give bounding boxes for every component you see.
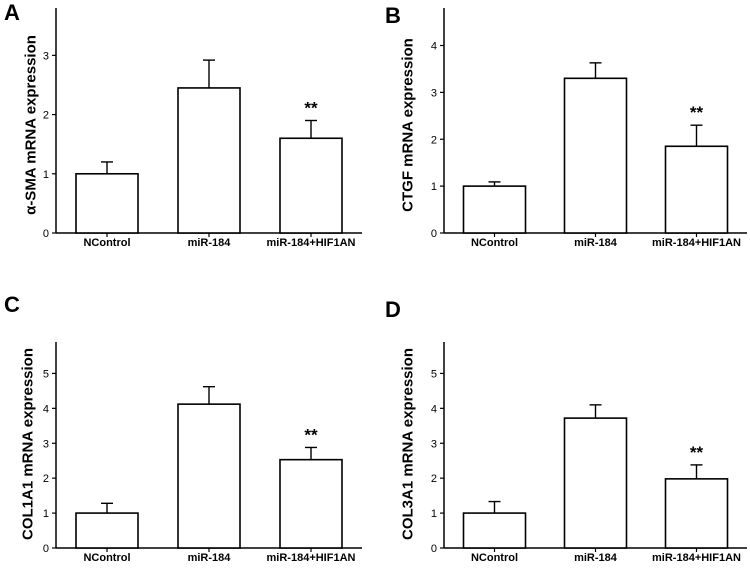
x-tick-label: NControl: [471, 237, 518, 249]
significance-annotation: **: [304, 99, 318, 118]
bar: [279, 137, 343, 234]
y-tick-label: 4: [431, 41, 437, 53]
y-tick-label: 3: [431, 87, 437, 99]
bar: [462, 185, 527, 234]
panel-letter-b: B: [385, 3, 401, 28]
y-tick-label: 1: [431, 508, 437, 520]
chart-a: 0 1 2 3 NControl miR-184 ** miR-184+HIF1AN: [43, 8, 362, 249]
chart-d: 0 1 2 3 4 5 NControl miR-184 ** miR-184+HIF1AN: [431, 342, 747, 564]
bar: [279, 458, 343, 549]
x-tick-label: miR-184: [188, 552, 232, 564]
x-tick-label: NControl: [83, 552, 130, 564]
x-tick-label: miR-184: [574, 552, 618, 564]
y-tick-label: 1: [43, 169, 49, 181]
x-tick-label: miR-184+HIF1AN: [652, 552, 741, 564]
y-tick-label: 0: [431, 543, 437, 555]
bar: [75, 512, 139, 549]
bar: [664, 145, 729, 234]
x-tick-label: miR-184+HIF1AN: [267, 552, 356, 564]
panel-letter-d: D: [385, 297, 401, 322]
x-tick-label: miR-184+HIF1AN: [267, 237, 356, 249]
y-tick-label: 0: [431, 228, 437, 240]
x-tick-label: NControl: [471, 552, 518, 564]
bar: [177, 403, 241, 549]
y-tick-label: 3: [431, 438, 437, 450]
panel-letter-c: C: [4, 292, 20, 317]
y-tick-label: 1: [431, 181, 437, 193]
significance-annotation: **: [304, 425, 318, 444]
y-tick-label: 2: [43, 473, 49, 485]
y-tick-label: 4: [43, 403, 49, 415]
y-tick-label: 2: [431, 473, 437, 485]
significance-annotation: **: [690, 443, 704, 462]
x-tick-label: NControl: [83, 237, 130, 249]
y-tick-label: 3: [43, 438, 49, 450]
bar: [462, 512, 527, 549]
y-tick-label: 0: [43, 543, 49, 555]
y-tick-label: 4: [431, 403, 437, 415]
chart-b: 0 1 2 3 4 NControl miR-184 ** miR-184+HIF1AN: [431, 8, 747, 249]
y-tick-label: 1: [43, 508, 49, 520]
bar: [563, 417, 628, 549]
y-tick-label: 2: [43, 110, 49, 122]
bar: [177, 87, 241, 234]
y-tick-label: 2: [431, 134, 437, 146]
chart-c: 0 1 2 3 4 5 NControl miR-184 ** miR-184+HIF1AN: [43, 342, 362, 564]
y-tick-label: 3: [43, 50, 49, 62]
significance-annotation: **: [690, 103, 704, 122]
y-tick-label: 5: [431, 368, 437, 380]
panel-letter-a: A: [4, 0, 20, 25]
y-tick-label: 0: [43, 228, 49, 240]
x-tick-label: miR-184: [574, 237, 618, 249]
x-tick-label: miR-184+HIF1AN: [652, 237, 741, 249]
bar: [664, 478, 729, 549]
y-tick-label: 5: [43, 368, 49, 380]
bar: [563, 77, 628, 234]
bar: [75, 172, 139, 234]
x-tick-label: miR-184: [188, 237, 232, 249]
